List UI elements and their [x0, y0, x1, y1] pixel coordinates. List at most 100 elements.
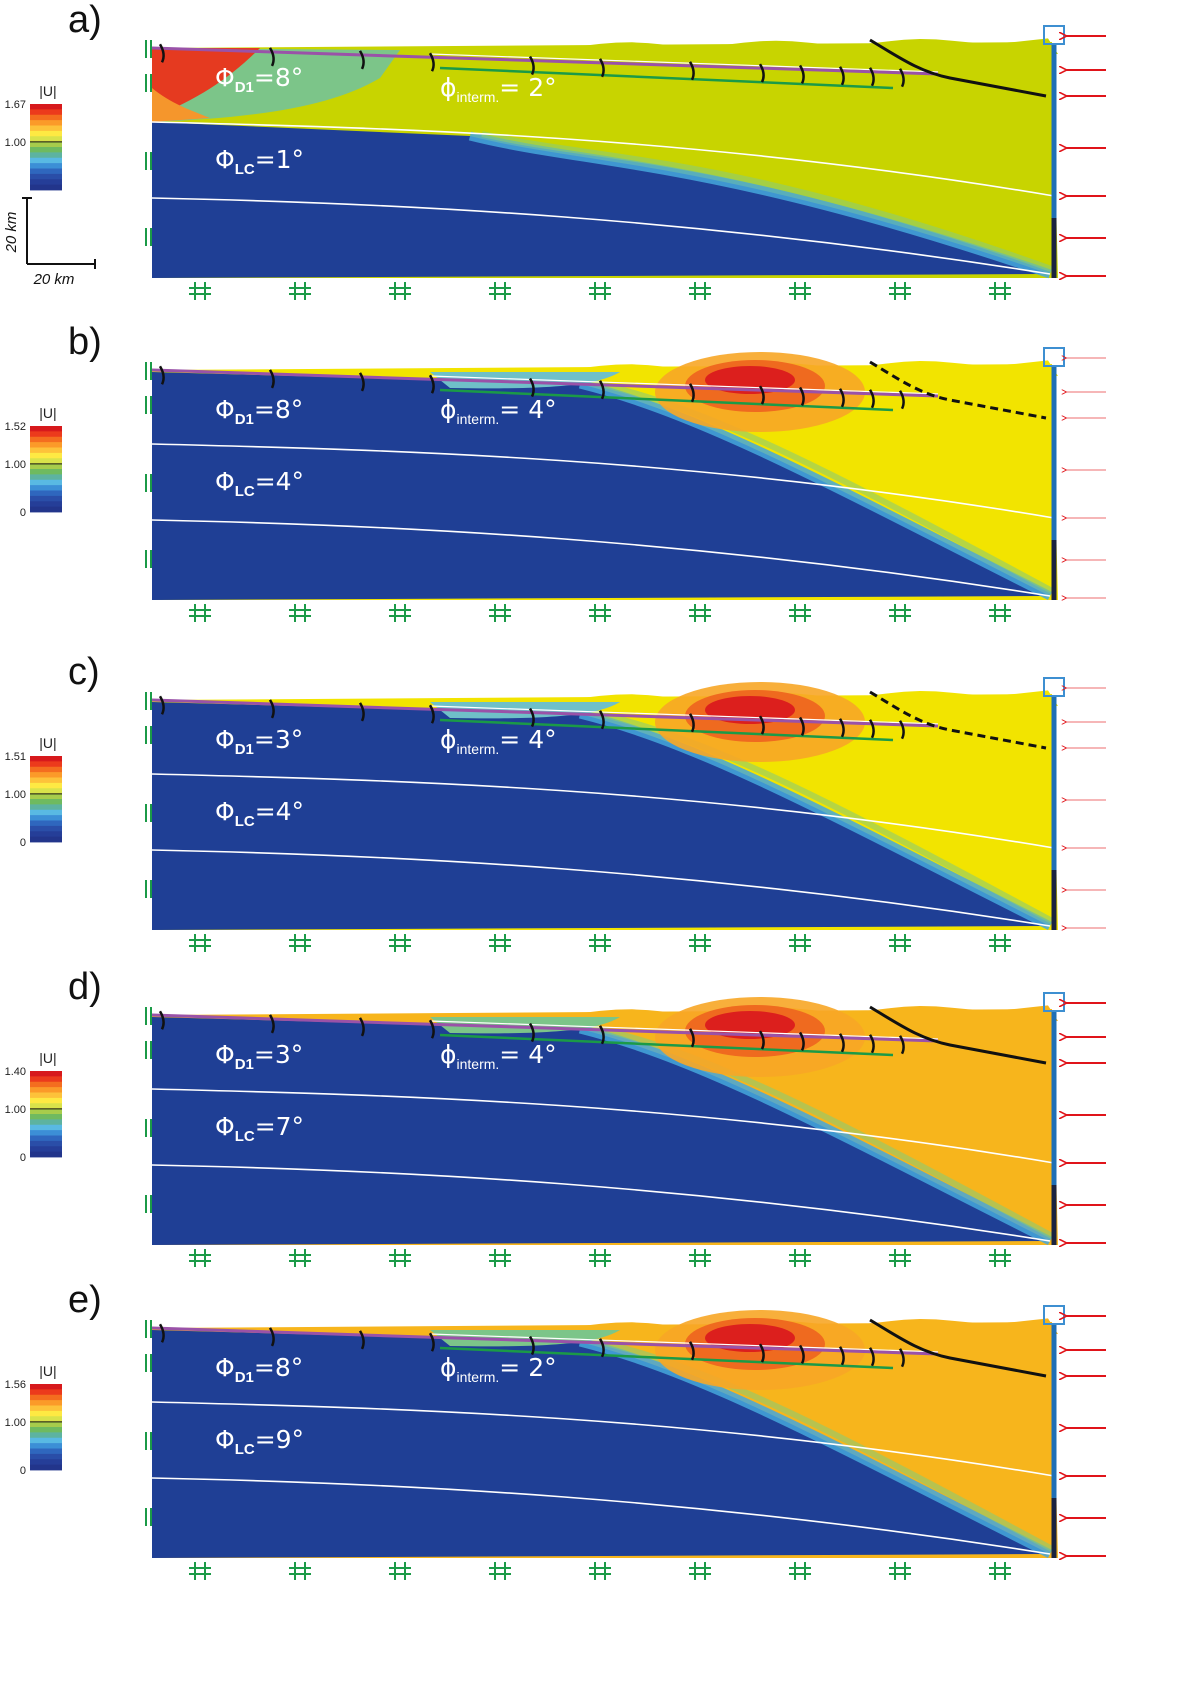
phi-lc-label: ΦLC=1°: [215, 145, 304, 178]
scale-bar: 20 km 20 km: [3, 197, 96, 288]
thrust-fault: [428, 52, 435, 72]
colorbar-swatch: [30, 1384, 62, 1390]
colorbar-swatch: [30, 458, 62, 465]
thrust-fault: [838, 66, 845, 86]
thrust-fault: [268, 1014, 275, 1034]
colorbar-swatch: [30, 506, 62, 513]
basal-roller: [989, 1562, 1011, 1580]
phi-lc-label-value: =9°: [255, 1425, 304, 1454]
colorbar-swatch: [30, 1459, 62, 1466]
basal-roller: [489, 934, 511, 952]
phi-interm-label-subscript: interm.: [457, 89, 500, 105]
basal-roller: [289, 1562, 311, 1580]
basal-roller: [289, 1249, 311, 1267]
basal-roller: [489, 604, 511, 622]
colorbar: |U| 1.67 1.00: [5, 83, 62, 191]
layer-boundary-thin: [429, 375, 939, 395]
thrust-fault: [528, 1335, 535, 1356]
phi-d1-label-symbol: Φ: [215, 725, 235, 754]
thrust-fault: [798, 64, 805, 84]
phi-lc-label-value: =4°: [255, 797, 304, 826]
basal-roller: [589, 1562, 611, 1580]
colorbar-swatch: [30, 1076, 62, 1083]
thrust-fault: [528, 1022, 535, 1043]
colorbar-swatch: [30, 766, 62, 773]
thrust-fault: [798, 716, 805, 736]
layer-boundary-thin: [429, 53, 939, 73]
thrust-fault: [898, 390, 905, 410]
thrust-fault: [868, 67, 875, 87]
thrust-fault: [898, 68, 905, 88]
phi-interm-label-symbol: ϕ: [440, 395, 457, 424]
colorbar-swatch: [30, 836, 62, 843]
basal-roller: [189, 1249, 211, 1267]
thrust-fault: [868, 1347, 875, 1367]
colorbar-swatch: [30, 1124, 62, 1131]
colorbar-swatch: [30, 799, 62, 805]
cross-section: [145, 677, 1106, 952]
colorbar-swatch: [30, 1421, 62, 1428]
phi-interm-label-symbol: ϕ: [440, 725, 457, 754]
transition-band-outer: [591, 379, 1056, 595]
basal-roller: [989, 282, 1011, 300]
colorbar: |U| 1.51 1.00 0: [5, 735, 62, 849]
colorbar-swatch: [30, 141, 62, 148]
layer-boundary-upper: [151, 773, 1055, 849]
basal-roller: [889, 1249, 911, 1267]
colorbar-max-label: 1.52: [5, 421, 26, 433]
basal-roller: [289, 282, 311, 300]
colorbar-min-label: 0: [20, 837, 26, 849]
thrust-fault: [358, 702, 365, 722]
colorbar-mid-label: 1.00: [5, 137, 26, 149]
colorbar-swatch: [30, 1394, 62, 1401]
scale-horizontal-label: 20 km: [33, 271, 75, 288]
basal-roller: [489, 282, 511, 300]
colorbar-swatch: [30, 452, 62, 459]
colorbar-swatch: [30, 1448, 62, 1455]
colorbar-swatch: [30, 479, 62, 486]
phi-d1-label-symbol: Φ: [215, 395, 235, 424]
phi-d1-label-value: =8°: [254, 1353, 303, 1382]
phi-lc-label-subscript: LC: [235, 483, 255, 500]
colorbar-swatch: [30, 1071, 62, 1077]
colorbar-swatch: [30, 1464, 62, 1471]
thrust-fault: [688, 1028, 695, 1048]
layer-boundary-upper: [151, 121, 1055, 197]
phi-interm-label: ϕinterm.= 4°: [440, 395, 557, 427]
basal-roller: [989, 604, 1011, 622]
high-velocity-region: [152, 48, 260, 118]
phi-interm-label-value: = 4°: [499, 725, 556, 754]
thrust-fault: [598, 58, 605, 78]
panel-letter: b): [68, 321, 102, 363]
colorbar-swatch: [30, 152, 62, 159]
colorbar: |U| 1.52 1.00 0: [5, 405, 62, 519]
thrust-fault: [528, 707, 535, 728]
phi-interm-label-value: = 2°: [499, 1353, 556, 1382]
colorbar-mid-label: 1.00: [5, 459, 26, 471]
colorbar-swatch: [30, 1432, 62, 1439]
colorbar-title: |U|: [39, 1363, 56, 1379]
friction-labels: ΦD1=8° ϕinterm.= 2°ΦLC=9°: [215, 1353, 557, 1458]
thrust-fault: [838, 388, 845, 408]
colorbar-swatch: [30, 442, 62, 448]
colorbar-swatch: [30, 501, 62, 508]
layer-boundary-lower: [151, 197, 1051, 275]
thrust-fault: [868, 719, 875, 739]
phi-lc-label-subscript: LC: [235, 1128, 255, 1145]
colorbar-swatch: [30, 825, 62, 832]
colorbar-swatch: [30, 1119, 62, 1126]
colorbar-swatch: [30, 1081, 62, 1088]
thrust-fault: [838, 718, 845, 738]
colorbar-mid-label: 1.00: [5, 1417, 26, 1429]
thrust-fault: [358, 372, 365, 392]
green-decollement: [439, 1346, 894, 1370]
phi-d1-label-subscript: D1: [235, 411, 254, 428]
colorbar-swatch: [30, 756, 62, 762]
purple-surface: [151, 368, 939, 398]
colorbar-swatch: [30, 831, 62, 838]
thrust-fault: [158, 1323, 165, 1343]
phi-d1-label-value: =3°: [254, 725, 303, 754]
friction-labels: ΦD1=8° ϕinterm.= 2°ΦLC=1°: [215, 63, 557, 178]
layer-boundary-lower: [151, 849, 1051, 927]
